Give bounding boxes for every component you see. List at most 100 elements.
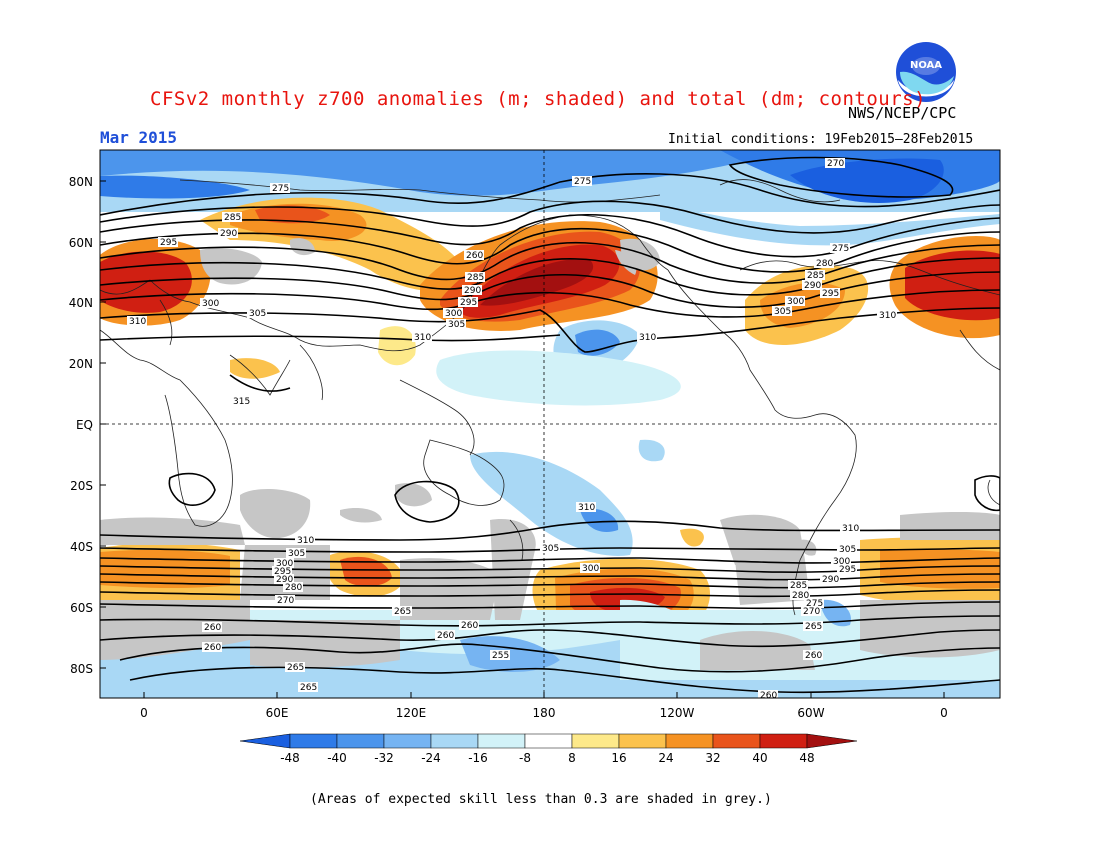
lat-label: 20S xyxy=(70,479,93,493)
svg-text:305: 305 xyxy=(288,549,305,559)
noaa-logo-icon: NOAA xyxy=(896,42,956,102)
svg-text:305: 305 xyxy=(448,320,465,330)
pacific-low xyxy=(575,329,620,356)
contours-north xyxy=(100,156,1000,392)
lat-label: EQ xyxy=(76,418,93,432)
lon-label: 60E xyxy=(266,706,289,720)
svg-text:300: 300 xyxy=(582,564,599,574)
svg-text:260: 260 xyxy=(805,651,822,661)
contour-labels: 270 275 275 275 280 285 285 285 290 290 … xyxy=(127,158,897,701)
graticule xyxy=(100,150,1000,698)
chart-title: CFSv2 monthly z700 anomalies (m; shaded)… xyxy=(150,88,927,110)
south-indian-high xyxy=(340,556,392,587)
svg-text:255: 255 xyxy=(492,651,509,661)
svg-text:285: 285 xyxy=(224,213,241,223)
svg-text:310: 310 xyxy=(414,333,431,343)
svg-text:270: 270 xyxy=(803,607,820,617)
svg-text:305: 305 xyxy=(542,544,559,554)
colorbar: -48 -40 -32 -24 -16 -8 8 16 24 32 40 48 xyxy=(239,733,858,765)
svg-text:310: 310 xyxy=(639,333,656,343)
svg-text:310: 310 xyxy=(578,503,595,513)
svg-text:295: 295 xyxy=(839,565,856,575)
svg-text:270: 270 xyxy=(827,159,844,169)
svg-text:260: 260 xyxy=(437,631,454,641)
colorbar-label: 40 xyxy=(752,751,767,765)
svg-text:310: 310 xyxy=(297,536,314,546)
svg-text:280: 280 xyxy=(792,591,809,601)
svg-text:290: 290 xyxy=(464,286,481,296)
svg-text:305: 305 xyxy=(249,309,266,319)
colorbar-label: 16 xyxy=(611,751,626,765)
svg-text:315: 315 xyxy=(233,397,250,407)
colorbar-label: -48 xyxy=(280,751,300,765)
central-asia-high xyxy=(255,205,330,224)
svg-text:290: 290 xyxy=(822,575,839,585)
agency-label: NWS/NCEP/CPC xyxy=(848,104,957,122)
svg-text:295: 295 xyxy=(274,567,291,577)
initial-conditions: Initial conditions: 19Feb2015–28Feb2015 xyxy=(668,132,974,147)
svg-text:300: 300 xyxy=(445,309,462,319)
svg-text:310: 310 xyxy=(129,317,146,327)
svg-text:290: 290 xyxy=(804,281,821,291)
svg-text:270: 270 xyxy=(277,596,294,606)
svg-text:280: 280 xyxy=(285,583,302,593)
svg-text:300: 300 xyxy=(833,557,850,567)
svg-text:265: 265 xyxy=(394,607,411,617)
colorbar-swatch xyxy=(759,733,808,749)
svg-text:265: 265 xyxy=(805,622,822,632)
lat-label: 20N xyxy=(69,357,93,371)
colorbar-swatch xyxy=(383,733,432,749)
colorbar-swatch xyxy=(712,733,761,749)
colorbar-swatch xyxy=(524,733,573,749)
svg-text:310: 310 xyxy=(842,524,859,534)
lon-label: 60W xyxy=(797,706,824,720)
svg-text:300: 300 xyxy=(787,297,804,307)
svg-text:310: 310 xyxy=(879,311,896,321)
lat-label: 80N xyxy=(69,175,93,189)
lat-label: 40N xyxy=(69,296,93,310)
colorbar-label: -32 xyxy=(374,751,394,765)
colorbar-label: -40 xyxy=(327,751,347,765)
svg-text:260: 260 xyxy=(466,251,483,261)
svg-text:285: 285 xyxy=(807,271,824,281)
colorbar-label: -8 xyxy=(519,751,531,765)
svg-text:285: 285 xyxy=(790,581,807,591)
svg-text:275: 275 xyxy=(272,184,289,194)
svg-text:NOAA: NOAA xyxy=(910,60,942,71)
lon-label: 0 xyxy=(140,706,148,720)
footnote: (Areas of expected skill less than 0.3 a… xyxy=(310,792,772,807)
svg-text:295: 295 xyxy=(460,298,477,308)
svg-text:280: 280 xyxy=(816,259,833,269)
lon-label: 120W xyxy=(660,706,695,720)
lat-label: 60N xyxy=(69,236,93,250)
svg-text:275: 275 xyxy=(574,177,591,187)
svg-text:260: 260 xyxy=(204,623,221,633)
svg-text:290: 290 xyxy=(220,229,237,239)
svg-text:295: 295 xyxy=(160,238,177,248)
colorbar-swatch xyxy=(477,733,526,749)
svg-text:285: 285 xyxy=(467,273,484,283)
svg-text:305: 305 xyxy=(839,545,856,555)
colorbar-arrow-right xyxy=(806,733,858,749)
colorbar-swatch xyxy=(618,733,667,749)
forecast-month: Mar 2015 xyxy=(100,128,178,147)
svg-text:295: 295 xyxy=(822,289,839,299)
lon-label: 180 xyxy=(533,706,556,720)
lon-label: 0 xyxy=(940,706,948,720)
svg-text:275: 275 xyxy=(832,244,849,254)
colorbar-swatch xyxy=(289,733,338,749)
svg-text:290: 290 xyxy=(276,575,293,585)
colorbar-label: 8 xyxy=(568,751,576,765)
colorbar-arrow-left xyxy=(239,733,291,749)
svg-text:305: 305 xyxy=(774,307,791,317)
colorbar-label: -24 xyxy=(421,751,441,765)
lat-label: 80S xyxy=(70,662,93,676)
colorbar-label: 32 xyxy=(705,751,720,765)
lat-label: 60S xyxy=(70,601,93,615)
colorbar-swatch xyxy=(336,733,385,749)
svg-text:260: 260 xyxy=(204,643,221,653)
lon-label: 120E xyxy=(396,706,427,720)
svg-text:260: 260 xyxy=(760,691,777,701)
svg-text:300: 300 xyxy=(202,299,219,309)
